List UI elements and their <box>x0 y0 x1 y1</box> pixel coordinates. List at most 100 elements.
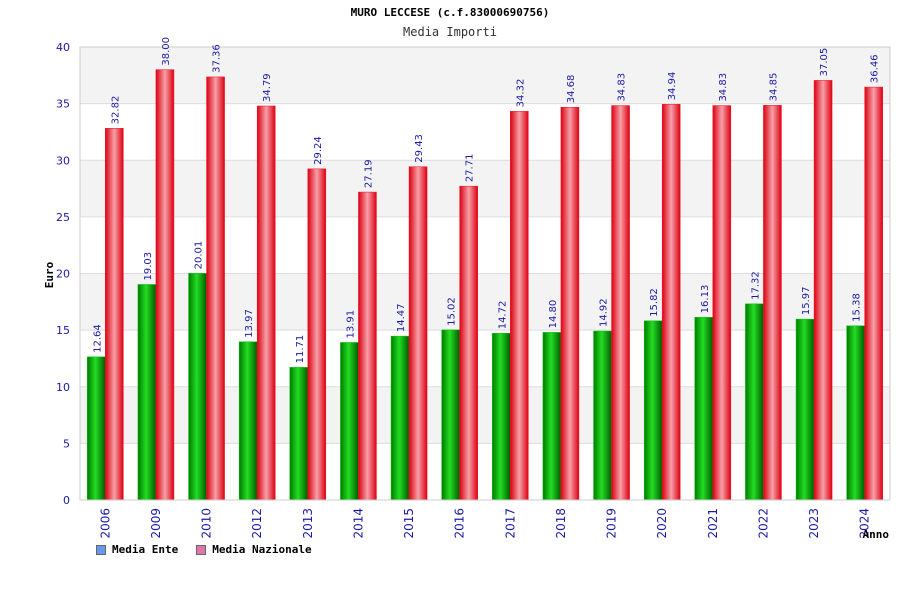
x-tick-label: 2022 <box>756 508 770 539</box>
data-label-media-ente: 14.72 <box>497 301 508 330</box>
data-label-media-nazionale: 34.85 <box>768 73 779 102</box>
data-label-media-ente: 13.97 <box>244 309 255 338</box>
x-tick-label: 2020 <box>655 508 669 539</box>
legend-item-media-ente: Media Ente <box>96 543 178 556</box>
x-tick-label: 2012 <box>250 508 264 539</box>
x-tick-label: 2013 <box>301 508 315 539</box>
y-tick-label: 10 <box>56 381 70 394</box>
bar-media-nazionale <box>864 86 883 501</box>
x-tick-label: 2019 <box>605 508 619 539</box>
legend-label-media-nazionale: Media Nazionale <box>212 543 312 556</box>
axes <box>79 46 891 501</box>
data-label-media-nazionale: 29.43 <box>414 134 425 163</box>
chart-title: MURO LECCESE (c.f.83000690756) <box>350 6 550 19</box>
data-label-media-ente: 13.91 <box>345 310 356 339</box>
chart-subtitle: Media Importi <box>403 25 497 39</box>
data-label-media-ente: 19.03 <box>143 252 154 281</box>
x-tick-label: 2024 <box>858 508 872 539</box>
y-tick-label: 35 <box>56 98 70 111</box>
x-tick-label: 2023 <box>807 508 821 539</box>
legend-label-media-ente: Media Ente <box>112 543 179 556</box>
x-tick-label: 2009 <box>149 508 163 539</box>
bar-media-nazionale <box>661 104 681 501</box>
data-label-media-ente: 14.80 <box>548 300 559 329</box>
bar-media-nazionale <box>763 105 782 501</box>
y-tick-label: 30 <box>56 154 70 167</box>
data-label-media-nazionale: 37.36 <box>212 44 223 73</box>
bar-media-ente <box>795 318 815 501</box>
bar-media-nazionale <box>712 105 732 501</box>
legend: Media Ente Media Nazionale <box>96 543 312 556</box>
data-label-media-ente: 15.82 <box>649 288 660 317</box>
bar-media-nazionale <box>560 106 580 501</box>
y-tick-label: 15 <box>56 324 70 337</box>
data-label-media-ente: 17.32 <box>750 271 761 300</box>
bar-media-ente <box>694 317 714 501</box>
bar-media-ente <box>441 329 460 501</box>
bar-media-nazionale <box>155 69 175 501</box>
bar-media-ente <box>390 335 410 501</box>
y-tick-label: 20 <box>56 268 70 281</box>
x-tick-label: 2017 <box>503 508 517 539</box>
bar-media-nazionale <box>307 168 327 501</box>
bar-media-ente <box>643 320 663 501</box>
legend-swatch-media-nazionale <box>196 544 207 555</box>
data-label-media-nazionale: 34.68 <box>566 75 577 104</box>
data-label-media-ente: 15.02 <box>447 297 458 326</box>
data-label-media-nazionale: 37.05 <box>819 48 830 77</box>
bar-media-ente <box>846 325 865 501</box>
data-label-media-nazionale: 29.24 <box>313 136 324 165</box>
y-tick-label: 0 <box>63 494 70 507</box>
plot-border <box>79 46 891 501</box>
bar-media-nazionale <box>256 105 276 501</box>
bars <box>87 69 883 501</box>
bar-media-ente <box>745 303 764 501</box>
bar-media-ente <box>593 330 612 501</box>
y-tick-label: 40 <box>56 41 70 54</box>
data-label-media-ente: 12.64 <box>92 324 103 353</box>
data-label-media-nazionale: 38.00 <box>161 37 172 66</box>
bar-media-nazionale <box>206 76 225 501</box>
data-label-media-ente: 15.97 <box>801 286 812 315</box>
bar-media-nazionale <box>611 105 630 501</box>
bar-media-nazionale <box>459 185 478 501</box>
x-axis-label: Anno <box>863 528 890 541</box>
bar-media-ente <box>492 333 511 501</box>
x-tick-label: 2015 <box>402 508 416 539</box>
data-label-media-nazionale: 34.83 <box>617 73 628 102</box>
x-tick-label: 2010 <box>200 508 214 539</box>
data-label-media-ente: 11.71 <box>295 335 306 364</box>
data-label-media-ente: 14.92 <box>599 298 610 327</box>
bar-media-nazionale <box>358 191 377 501</box>
x-tick-label: 2018 <box>554 508 568 539</box>
bar-media-ente <box>289 367 309 501</box>
bar-media-nazionale <box>105 128 124 501</box>
y-tick-label: 5 <box>63 437 70 450</box>
x-tick-label: 2014 <box>351 508 365 539</box>
data-label-media-ente: 20.01 <box>194 241 205 270</box>
data-label-media-nazionale: 27.71 <box>465 154 476 183</box>
y-axis-label: Euro <box>43 261 56 288</box>
data-label-media-nazionale: 34.83 <box>718 73 729 102</box>
data-label-media-nazionale: 32.82 <box>110 96 121 125</box>
bar-media-ente <box>87 356 106 501</box>
data-label-media-nazionale: 34.94 <box>667 72 678 101</box>
x-tick-label: 2006 <box>98 508 112 539</box>
legend-swatch-media-ente <box>96 544 106 555</box>
bar-media-ente <box>542 332 562 501</box>
data-label-media-nazionale: 34.79 <box>262 73 273 102</box>
x-tick-label: 2016 <box>453 508 467 539</box>
bar-media-ente <box>238 341 258 501</box>
data-label-media-ente: 16.13 <box>700 285 711 314</box>
x-tick-label: 2021 <box>706 508 720 539</box>
y-tick-label: 25 <box>56 211 70 224</box>
x-ticks: 2006 2009 2010 2012 2013 2014 2015 2016 2017 2018… <box>98 508 871 539</box>
data-label-media-nazionale: 27.19 <box>363 159 374 188</box>
data-label-media-nazionale: 34.32 <box>515 79 526 108</box>
bar-media-nazionale <box>408 166 428 501</box>
bar-media-ente <box>137 284 157 501</box>
bar-media-nazionale <box>813 80 833 501</box>
data-labels: 12.64 32.82 19.03 38.00 20.01 37.36 13.97 34.79… <box>92 37 880 363</box>
data-label-media-ente: 15.38 <box>852 293 863 322</box>
